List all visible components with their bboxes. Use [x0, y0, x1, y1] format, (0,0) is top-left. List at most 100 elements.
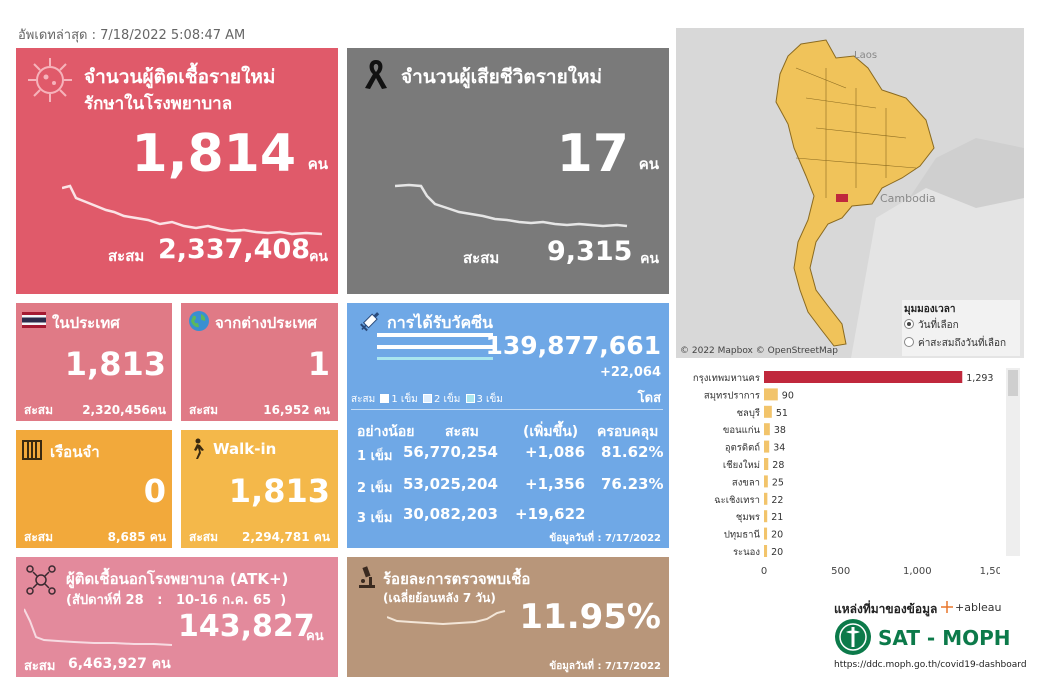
- bar-category-label: ชุมพร: [736, 512, 760, 523]
- bar-value-label: 22: [771, 495, 783, 506]
- province-bar: [764, 371, 963, 383]
- vaccine-row3-cum: 30,082,203: [403, 505, 498, 523]
- bar-value-label: 20: [771, 530, 783, 541]
- vaccine-row3-inc: +19,622: [515, 505, 586, 523]
- vaccine-total: 139,877,661: [485, 331, 661, 360]
- bar-value-label: 51: [776, 408, 788, 419]
- positivity-value: 11.95%: [519, 597, 661, 637]
- new-cases-cum-label: สะสม: [108, 247, 145, 265]
- prison-cum-label: สะสม: [24, 530, 54, 544]
- x-axis-tick: 0: [761, 566, 767, 577]
- thailand-map[interactable]: Laos Cambodia © 2022 Mapbox © OpenStreet…: [676, 28, 1024, 358]
- source-org: SAT - MOPH: [878, 626, 1011, 650]
- network-icon: [26, 565, 56, 595]
- bar-category-label: ฉะเชิงเทรา: [714, 495, 760, 506]
- moph-logo-icon: [835, 619, 871, 655]
- map-view-option-1: วันที่เลือก: [918, 320, 959, 331]
- bar-category-label: อุตรดิตถ์: [725, 442, 760, 454]
- prison-card[interactable]: เรือนจำ 0 สะสม 8,685 คน: [16, 430, 172, 548]
- walking-person-icon: [194, 438, 204, 459]
- walkin-value: 1,813: [228, 472, 330, 510]
- map-view-option-selected[interactable]: วันที่เลือก: [904, 318, 959, 333]
- vaccine-card[interactable]: การได้รับวัคซีน 139,877,661 +22,064 โดส …: [347, 303, 669, 548]
- vaccine-row2-inc: +1,356: [525, 475, 586, 493]
- positivity-subtitle: (เฉลี่ยย้อนหลัง 7 วัน): [383, 591, 496, 605]
- vaccine-header-cov: ครอบคลุม: [597, 424, 659, 440]
- dose2-swatch: [422, 394, 432, 403]
- province-bar: [764, 458, 769, 470]
- new-deaths-unit: คน: [638, 155, 659, 173]
- bar-value-label: 20: [771, 547, 783, 558]
- thai-flag-icon: [22, 312, 46, 328]
- bar-value-label: 1,293: [966, 373, 993, 384]
- source-label: แหล่งที่มาของข้อมูล: [834, 602, 938, 616]
- tableau-icon: [941, 601, 953, 613]
- foreign-card[interactable]: จากต่างประเทศ 1 สะสม 16,952 คน: [181, 303, 338, 421]
- new-cases-unit: คน: [307, 155, 328, 173]
- positivity-card[interactable]: ร้อยละการตรวจพบเชื้อ (เฉลี่ยย้อนหลัง 7 ว…: [347, 557, 669, 677]
- bar-category-label: ปทุมธานี: [724, 529, 761, 541]
- bar-category-label: เชียงใหม่: [723, 459, 760, 471]
- province-bar: [764, 545, 768, 557]
- microscope-icon: [359, 566, 375, 588]
- vaccine-legend-1: 1 เข็ม: [391, 394, 418, 405]
- atk-title: ผู้ติดเชื้อนอกโรงพยาบาล (ATK+): [66, 570, 289, 588]
- vaccine-header-cum: สะสม: [445, 424, 479, 440]
- prison-title: เรือนจำ: [50, 443, 100, 461]
- virus-icon: [28, 58, 72, 102]
- vaccine-progress-1: [377, 333, 493, 337]
- province-bar: [764, 388, 778, 401]
- new-deaths-cum-label: สะสม: [463, 249, 500, 267]
- map-view-option-2: ค่าสะสมถึงวันที่เลือก: [918, 338, 1007, 349]
- new-deaths-value: 17: [556, 124, 629, 184]
- vaccine-header-inc: (เพิ่มขึ้น): [523, 424, 579, 440]
- vaccine-row2-cov: 76.23%: [601, 475, 664, 493]
- walkin-card[interactable]: Walk-in 1,813 สะสม 2,294,781 คน: [181, 430, 338, 548]
- new-deaths-card[interactable]: จำนวนผู้เสียชีวิตรายใหม่ 17 คน สะสม 9,31…: [347, 48, 669, 294]
- map-view-option-cumulative[interactable]: ค่าสะสมถึงวันที่เลือก: [904, 336, 1006, 351]
- bar-category-label: ขอนแก่น: [723, 425, 761, 436]
- atk-cum-value: 6,463,927 คน: [68, 656, 171, 672]
- positivity-title: ร้อยละการตรวจพบเชื้อ: [383, 570, 531, 588]
- new-deaths-title: จำนวนผู้เสียชีวิตรายใหม่: [401, 66, 603, 88]
- bar-category-label: ชลบุรี: [737, 407, 760, 419]
- province-bar: [764, 527, 768, 540]
- province-bar: [764, 423, 770, 436]
- province-bar-chart: [680, 366, 1022, 558]
- atk-sparkline: [24, 608, 173, 646]
- vaccine-row2-dose: 2 เข็ม: [357, 481, 393, 496]
- bar-chart-scrollbar[interactable]: [1006, 368, 1020, 556]
- new-deaths-sparkline: [395, 183, 628, 228]
- vaccine-data-date: ข้อมูลวันที่ : 7/17/2022: [549, 533, 661, 544]
- province-bar: [764, 475, 768, 488]
- map-credit[interactable]: © 2022 Mapbox © OpenStreetMap: [680, 346, 838, 356]
- vaccine-divider: [351, 409, 663, 410]
- walkin-cum-label: สะสม: [189, 530, 219, 544]
- prison-value: 0: [143, 472, 166, 510]
- prison-cum-value: 8,685 คน: [107, 530, 166, 544]
- new-cases-card[interactable]: จำนวนผู้ติดเชื้อรายใหม่ รักษาในโรงพยาบาล…: [16, 48, 338, 294]
- positivity-data-date: ข้อมูลวันที่ : 7/17/2022: [549, 661, 661, 672]
- vaccine-legend-prefix: สะสม: [351, 394, 376, 405]
- new-cases-value: 1,814: [131, 124, 296, 184]
- province-bar: [764, 440, 770, 453]
- map-label-cambodia: Cambodia: [880, 192, 936, 205]
- new-cases-cum-value: 2,337,408: [158, 234, 311, 265]
- vaccine-row1-inc: +1,086: [525, 443, 586, 461]
- new-cases-subtitle: รักษาในโรงพยาบาล: [84, 94, 233, 114]
- bar-value-label: 34: [773, 443, 785, 454]
- vaccine-progress-2: [377, 345, 493, 349]
- bar-chart-scroll-thumb[interactable]: [1008, 370, 1018, 396]
- vaccine-delta: +22,064: [599, 365, 661, 380]
- vaccine-progress-3: [377, 357, 493, 360]
- domestic-card[interactable]: ในประเทศ 1,813 สะสม 2,320,456คน: [16, 303, 172, 421]
- new-cases-sparkline: [62, 184, 323, 236]
- last-updated: อัพเดทล่าสุด : 7/18/2022 5:08:47 AM: [18, 28, 246, 43]
- vaccine-row2-cum: 53,025,204: [403, 475, 498, 493]
- map-label-laos: Laos: [854, 50, 877, 61]
- walkin-title: Walk-in: [213, 440, 277, 458]
- source-url[interactable]: https://ddc.moph.go.th/covid19-dashboard: [834, 660, 1027, 670]
- atk-cum-label: สะสม: [24, 659, 56, 674]
- atk-card[interactable]: ผู้ติดเชื้อนอกโรงพยาบาล (ATK+) (สัปดาห์ท…: [16, 557, 338, 677]
- vaccine-legend-3: 3 เข็ม: [476, 394, 503, 405]
